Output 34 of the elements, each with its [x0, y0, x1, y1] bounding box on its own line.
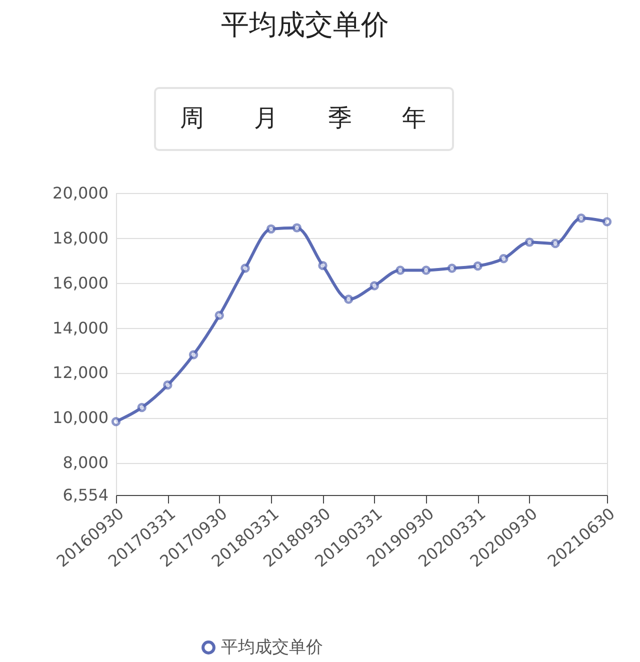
point [163, 380, 172, 390]
point [524, 238, 534, 247]
text: 年 [402, 104, 426, 132]
point [473, 261, 482, 271]
point [344, 294, 354, 304]
point [266, 224, 276, 234]
point [499, 254, 508, 264]
y-tick-label: 6,554 [62, 486, 108, 504]
point [214, 310, 224, 320]
point [550, 238, 560, 248]
y-tick-label: 18,000 [52, 228, 108, 248]
text: 月 [254, 104, 278, 132]
point [576, 214, 586, 223]
y-tick-label: 16,000 [52, 273, 108, 292]
y-tick-label: 12,000 [52, 363, 108, 382]
point [447, 264, 457, 273]
point [370, 281, 380, 290]
point [137, 402, 146, 412]
point [318, 260, 328, 270]
y-tick-label: 14,000 [52, 318, 108, 338]
point [396, 266, 405, 275]
y-tick-label: 8,000 [62, 453, 108, 472]
point [602, 217, 612, 226]
point [292, 223, 302, 232]
y-tick-label: 20,000 [52, 184, 108, 202]
legend-label: 平均成交单价 [221, 638, 323, 658]
point [111, 417, 121, 426]
point [188, 350, 198, 360]
y-tick-label: 10,000 [52, 408, 108, 428]
text: 周 [180, 104, 204, 132]
point [422, 266, 431, 275]
text: 季 [328, 104, 352, 132]
chart-title: 平均成交单价 [221, 8, 389, 41]
point [240, 264, 250, 273]
